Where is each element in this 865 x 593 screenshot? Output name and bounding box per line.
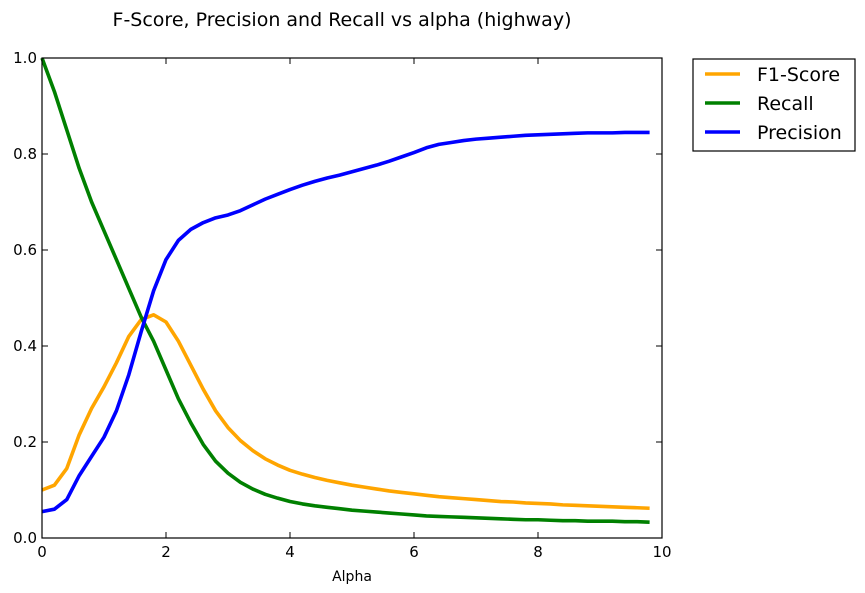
legend-label-recall: Recall: [757, 93, 814, 115]
y-tick-label: 0.8: [13, 145, 37, 163]
y-tick-label: 0.4: [13, 337, 37, 355]
series-layer: [40, 57, 650, 524]
x-tick-label: 0: [37, 543, 47, 561]
x-tick-label: 6: [409, 543, 419, 561]
x-axis-label: Alpha: [332, 569, 372, 585]
legend-label-f1-score: F1-Score: [757, 64, 840, 86]
y-tick-label: 1.0: [13, 49, 37, 67]
x-tick-label: 2: [161, 543, 171, 561]
chart-title: F-Score, Precision and Recall vs alpha (…: [113, 9, 572, 31]
y-tick-label: 0.6: [13, 241, 37, 259]
x-tick-label: 10: [652, 543, 671, 561]
plot-frame: [41, 57, 663, 539]
y-tick-label: 0.2: [13, 433, 37, 451]
x-tick-label: 4: [285, 543, 295, 561]
x-tick-label: 8: [533, 543, 543, 561]
series-line-precision: [41, 130, 650, 514]
legend-label-precision: Precision: [757, 122, 842, 144]
y-tick-label: 0.0: [13, 529, 37, 547]
legend: F1-Score Recall Precision: [692, 58, 856, 152]
